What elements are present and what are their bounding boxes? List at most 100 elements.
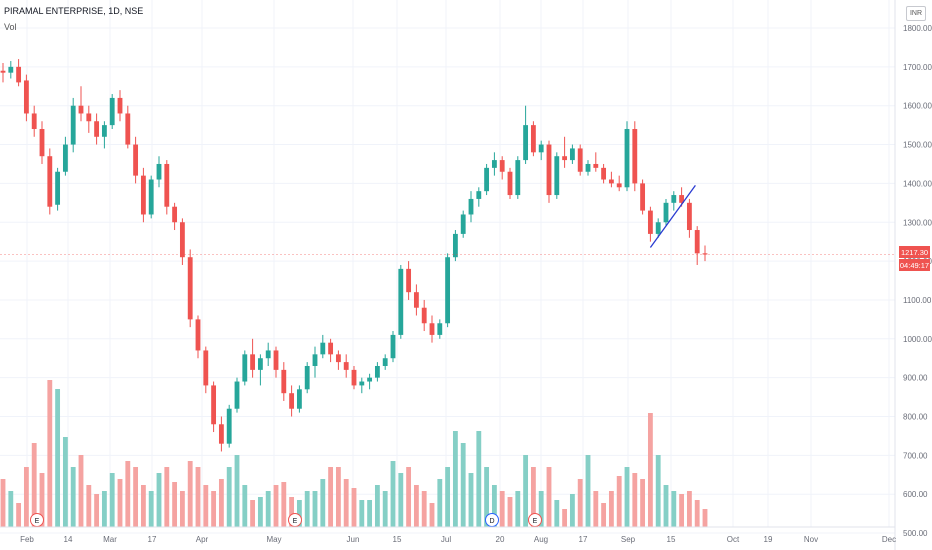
candle-body bbox=[70, 105, 76, 145]
candle-body bbox=[218, 424, 224, 444]
candle-body bbox=[94, 121, 100, 137]
volume-bar bbox=[55, 389, 61, 527]
volume-bar bbox=[47, 380, 53, 527]
price-tick-label: 500.00 bbox=[903, 529, 928, 538]
last-price-label: 1217.30 bbox=[901, 248, 928, 257]
time-tick-label: 19 bbox=[764, 535, 773, 544]
candle-body bbox=[421, 307, 427, 324]
volume-bar bbox=[39, 473, 45, 527]
volume-bar bbox=[281, 482, 287, 527]
candle-body bbox=[304, 365, 310, 390]
price-tick-label: 1800.00 bbox=[903, 24, 932, 33]
volume-bar bbox=[616, 476, 622, 527]
candle-body bbox=[515, 160, 521, 196]
volume-bar bbox=[273, 485, 279, 527]
candle-body bbox=[312, 354, 318, 366]
candle-body bbox=[148, 179, 154, 215]
candle-body bbox=[320, 342, 326, 355]
volume-bar bbox=[234, 455, 240, 527]
candle-body bbox=[382, 358, 388, 366]
volume-bar bbox=[491, 485, 497, 527]
candle-body bbox=[140, 175, 146, 215]
candle-body bbox=[484, 167, 490, 192]
time-tick-label: Jun bbox=[347, 535, 360, 544]
volume-bar bbox=[296, 500, 302, 527]
time-tick-label: Mar bbox=[103, 535, 117, 544]
time-tick-label: Nov bbox=[804, 535, 818, 544]
event-marker-e[interactable]: E bbox=[528, 513, 542, 527]
candle-body bbox=[172, 206, 178, 223]
price-tick-label: 1700.00 bbox=[903, 63, 932, 72]
volume-bar bbox=[647, 413, 653, 527]
volume-bar bbox=[109, 473, 115, 527]
candle-body bbox=[593, 163, 599, 168]
candle-body bbox=[86, 113, 92, 122]
volume-bar bbox=[312, 491, 318, 527]
candle-body bbox=[125, 113, 131, 145]
volume-bar bbox=[484, 467, 490, 527]
candle-body bbox=[663, 202, 669, 223]
time-tick-label: Apr bbox=[196, 535, 209, 544]
volume-bar bbox=[421, 491, 427, 527]
volume-bar bbox=[328, 467, 334, 527]
volume-bar bbox=[601, 503, 607, 527]
time-tick-label: 20 bbox=[496, 535, 505, 544]
price-tick-label: 1400.00 bbox=[903, 179, 932, 188]
volume-bar bbox=[250, 500, 256, 527]
volume-bar bbox=[640, 479, 646, 527]
currency-button[interactable]: INR bbox=[906, 6, 926, 21]
volume-bar bbox=[460, 443, 466, 527]
volume-bar bbox=[218, 479, 224, 527]
candle-body bbox=[429, 323, 435, 335]
candle-body bbox=[359, 381, 365, 386]
event-marker-d[interactable]: D bbox=[485, 513, 499, 527]
candle-body bbox=[234, 381, 240, 409]
volume-bar bbox=[172, 482, 178, 527]
candle-body bbox=[437, 323, 443, 335]
event-marker-e[interactable]: E bbox=[288, 513, 302, 527]
candle-body bbox=[343, 362, 349, 370]
volume-bar bbox=[187, 461, 193, 527]
volume-bar bbox=[343, 479, 349, 527]
candle-body bbox=[640, 183, 646, 211]
time-tick-label: Aug bbox=[534, 535, 548, 544]
candle-body bbox=[686, 202, 692, 231]
volume-bar bbox=[164, 467, 170, 527]
volume-bar bbox=[538, 491, 544, 527]
candle-body bbox=[390, 334, 396, 359]
candle-body bbox=[156, 163, 162, 180]
candle-body bbox=[109, 97, 115, 126]
volume-bar bbox=[226, 467, 232, 527]
volume-bar bbox=[335, 467, 341, 527]
volume-bar bbox=[390, 461, 396, 527]
candle-body bbox=[546, 144, 552, 196]
volume-bar bbox=[523, 455, 529, 527]
volume-bar bbox=[62, 437, 68, 527]
time-tick-label: 14 bbox=[64, 535, 73, 544]
candle-body bbox=[203, 350, 209, 386]
candle-body bbox=[468, 198, 474, 215]
volume-bar bbox=[179, 491, 185, 527]
trendline[interactable] bbox=[649, 184, 696, 248]
candle-body bbox=[187, 257, 193, 320]
volume-bar bbox=[125, 461, 131, 527]
time-tick-label: 15 bbox=[667, 535, 676, 544]
candle-body bbox=[624, 129, 630, 188]
candle-body bbox=[569, 148, 575, 161]
event-marker-e[interactable]: E bbox=[30, 513, 44, 527]
candle-body bbox=[647, 210, 653, 234]
volume-bar bbox=[133, 467, 139, 527]
candlesticks bbox=[0, 59, 708, 452]
candle-body bbox=[47, 156, 53, 207]
volume-bar bbox=[78, 455, 84, 527]
volume-bar bbox=[655, 455, 661, 527]
candle-body bbox=[499, 160, 505, 172]
volume-indicator-label[interactable]: Vol bbox=[4, 22, 17, 32]
time-tick-label: May bbox=[266, 535, 281, 544]
candle-body bbox=[445, 257, 451, 324]
time-tick-label: 17 bbox=[148, 535, 157, 544]
volume-bar bbox=[211, 491, 217, 527]
volume-bar bbox=[140, 485, 146, 527]
svg-text:E: E bbox=[293, 518, 298, 525]
